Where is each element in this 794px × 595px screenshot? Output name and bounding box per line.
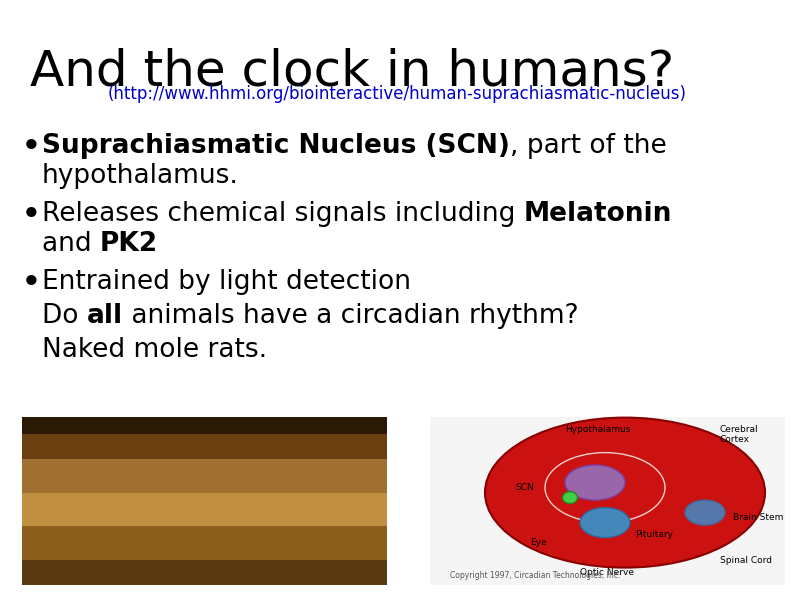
Bar — [430, 417, 785, 585]
Text: animals have a circadian rhythm?: animals have a circadian rhythm? — [123, 303, 579, 329]
Bar — [22, 459, 387, 493]
Bar — [22, 526, 387, 560]
Ellipse shape — [562, 491, 577, 503]
Ellipse shape — [685, 500, 725, 525]
Ellipse shape — [485, 418, 765, 568]
Text: Do: Do — [42, 303, 87, 329]
Ellipse shape — [565, 465, 625, 500]
Ellipse shape — [545, 453, 665, 522]
Text: Brain Stem: Brain Stem — [733, 513, 784, 522]
Text: Melatonin: Melatonin — [524, 201, 673, 227]
Text: •: • — [22, 133, 40, 161]
Text: Optic Nerve: Optic Nerve — [580, 568, 634, 577]
Text: PK2: PK2 — [100, 231, 158, 257]
Bar — [22, 493, 387, 526]
Text: Naked mole rats.: Naked mole rats. — [42, 337, 267, 363]
Text: Spinal Cord: Spinal Cord — [720, 556, 772, 565]
Text: Hypothalamus: Hypothalamus — [565, 425, 630, 434]
Text: and: and — [42, 231, 100, 257]
Text: all: all — [87, 303, 123, 329]
Text: Pituitary: Pituitary — [635, 530, 673, 539]
Text: hypothalamus.: hypothalamus. — [42, 163, 239, 189]
Text: Entrained by light detection: Entrained by light detection — [42, 269, 411, 295]
Bar — [22, 560, 387, 585]
Text: (http://www.hhmi.org/biointeractive/human-suprachiasmatic-nucleus): (http://www.hhmi.org/biointeractive/huma… — [107, 85, 687, 103]
Bar — [22, 417, 387, 434]
Text: •: • — [22, 201, 40, 229]
Text: Copyright 1997, Circadian Technologies, Inc.: Copyright 1997, Circadian Technologies, … — [450, 571, 620, 580]
Ellipse shape — [580, 508, 630, 538]
Text: And the clock in humans?: And the clock in humans? — [30, 47, 674, 95]
Text: Cerebral
Cortex: Cerebral Cortex — [720, 425, 758, 444]
Text: , part of the: , part of the — [510, 133, 667, 159]
Text: Releases chemical signals including: Releases chemical signals including — [42, 201, 524, 227]
Text: Suprachiasmatic Nucleus (SCN): Suprachiasmatic Nucleus (SCN) — [42, 133, 510, 159]
Text: SCN: SCN — [515, 483, 534, 492]
Bar — [22, 434, 387, 459]
Text: Eye: Eye — [530, 538, 546, 547]
Text: •: • — [22, 269, 40, 297]
